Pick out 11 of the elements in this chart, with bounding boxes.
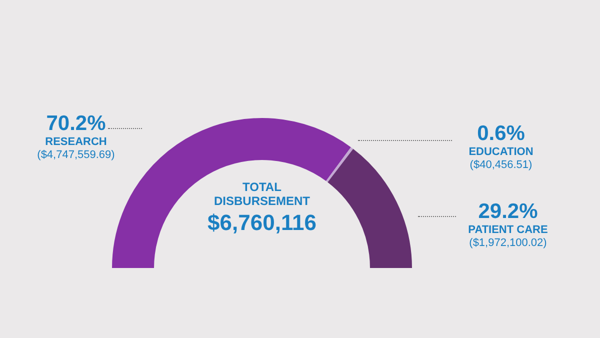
data-label: 29.2% [477, 200, 539, 224]
data-label: 70.2% [45, 112, 107, 136]
text: ($1,972,100.02) [468, 236, 548, 250]
data-label: 0.6% [476, 122, 526, 146]
text: $6,760,116 [206, 210, 318, 236]
slice-label: PATIENT CARE [467, 224, 549, 237]
text: ($4,747,559.69) [36, 148, 116, 162]
text: TOTAL DISBURSEMENT [212, 180, 311, 208]
slice-label: RESEARCH [44, 136, 108, 149]
slice-label: EDUCATION [468, 146, 534, 159]
text: ($40,456.51) [468, 158, 534, 172]
